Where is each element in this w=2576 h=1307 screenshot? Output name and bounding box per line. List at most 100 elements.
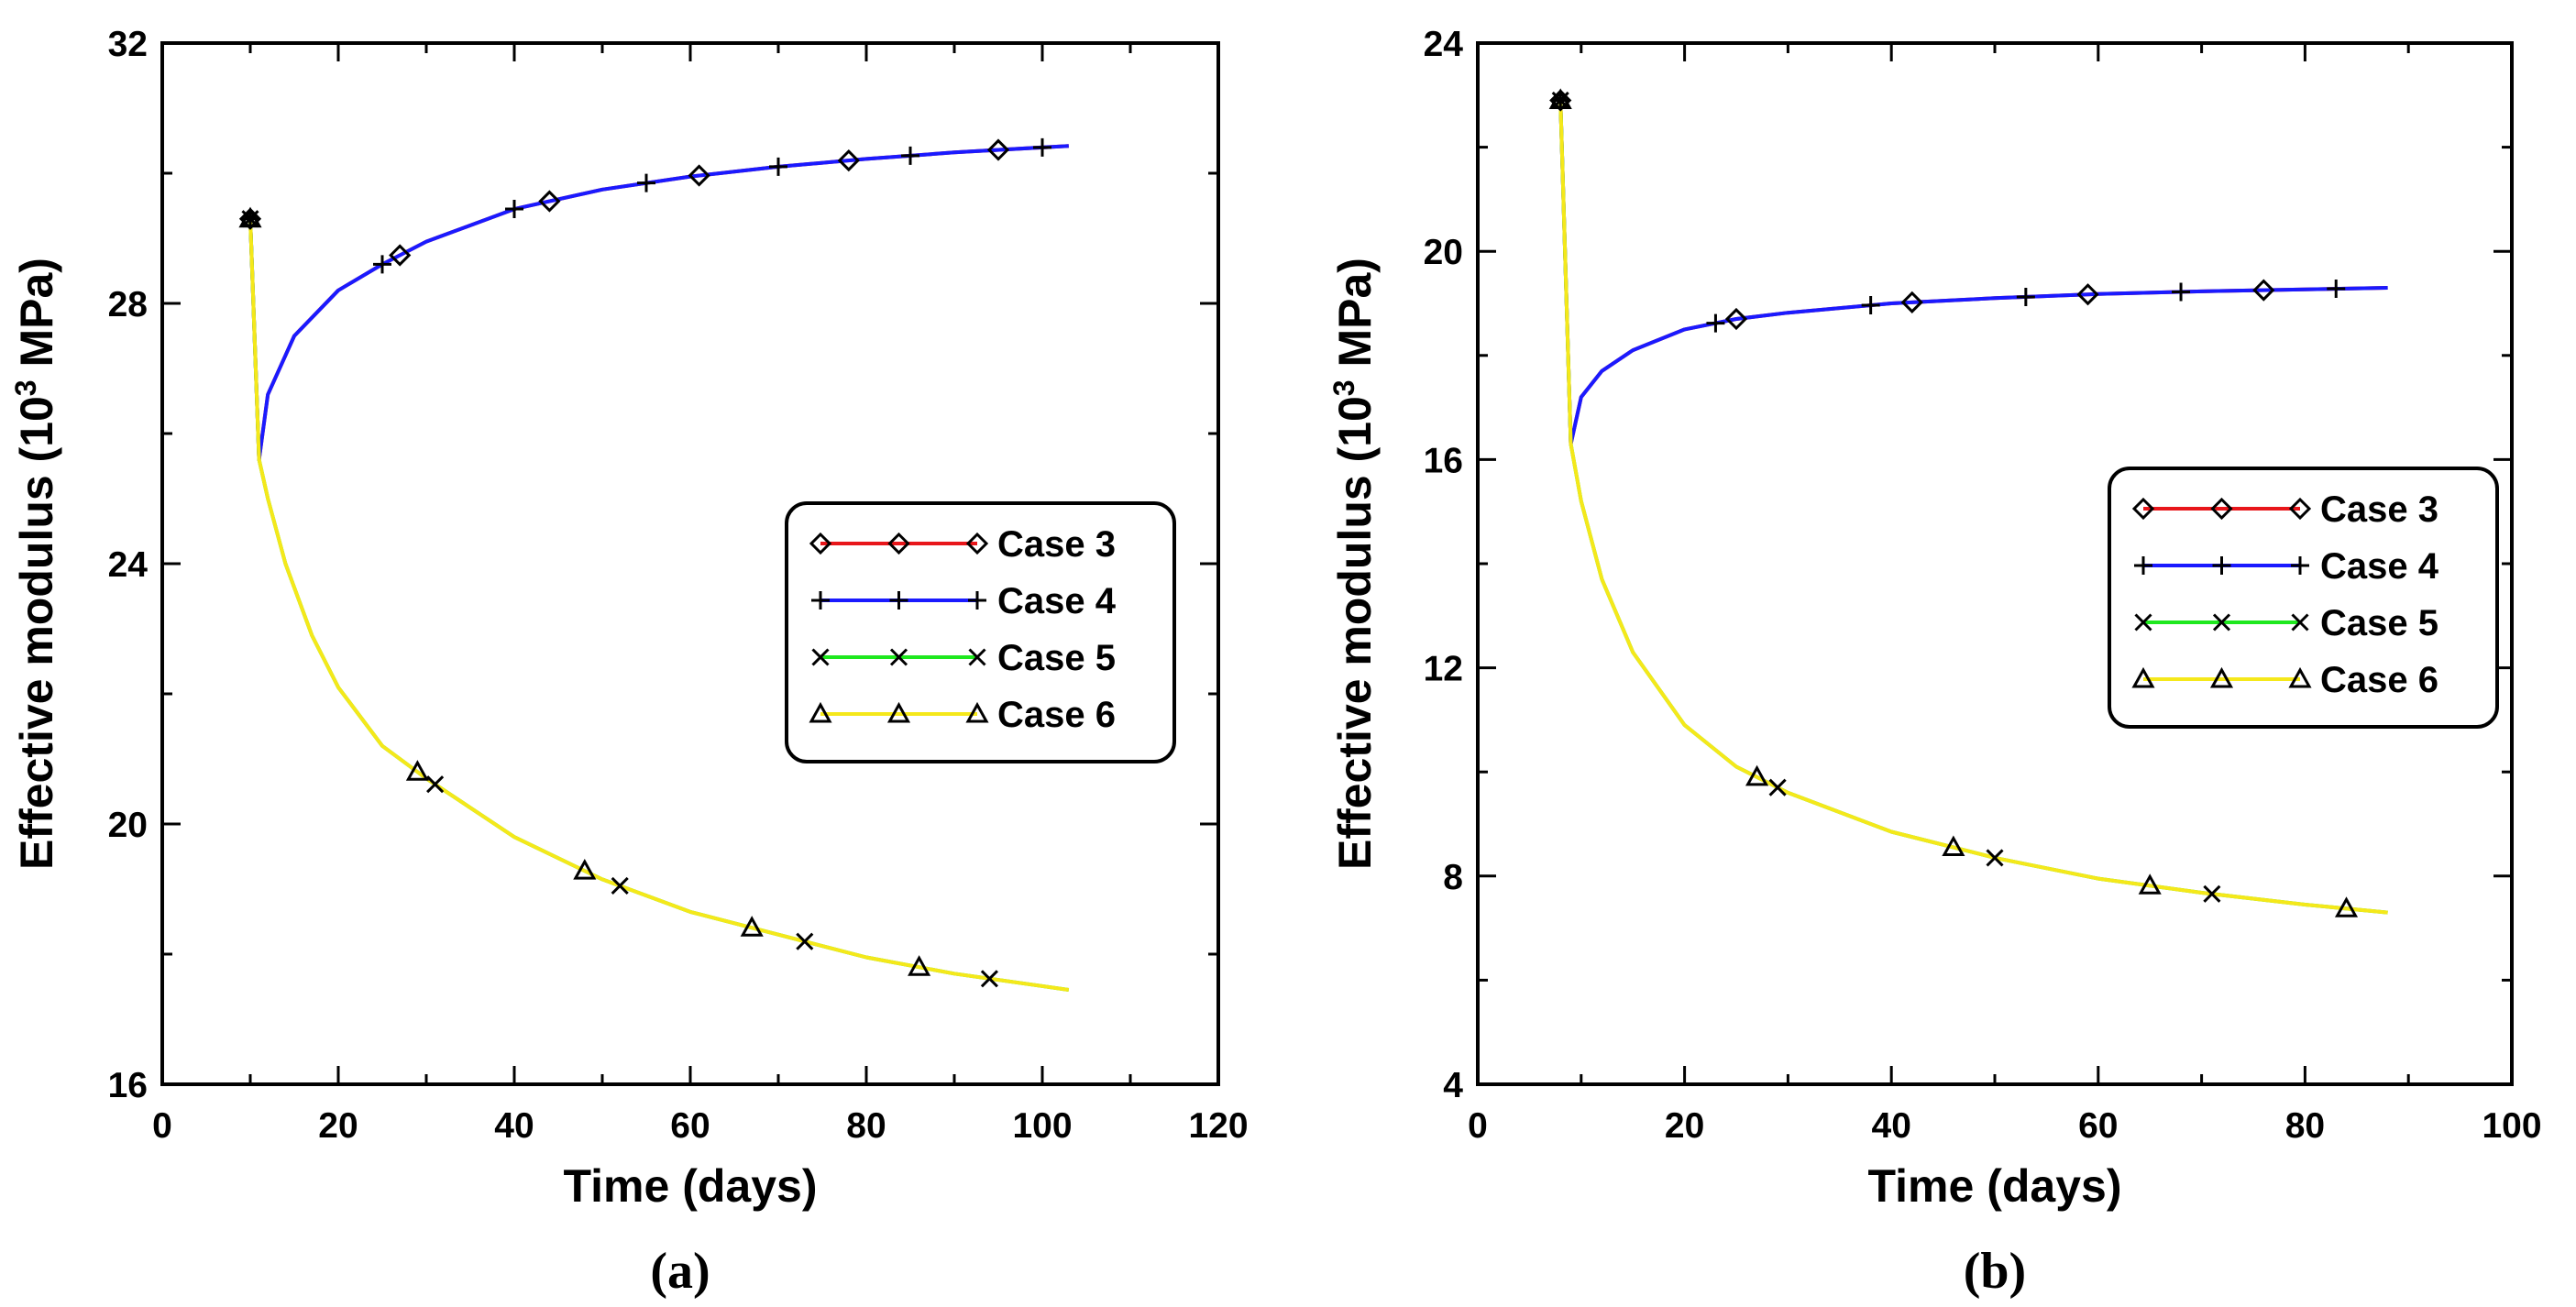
legend-box	[2108, 467, 2499, 729]
data-point-case-4	[2016, 287, 2035, 306]
legend-marker-case-5	[889, 648, 908, 666]
series-line-case-3	[1558, 100, 2388, 446]
data-point-case-5	[1768, 778, 1787, 796]
y-tick-label: 4	[1443, 1066, 1463, 1105]
data-point-case-3	[389, 244, 412, 267]
data-point-case-6	[573, 859, 597, 880]
x-tick-label: 0	[1468, 1106, 1488, 1146]
x-tick-label: 60	[670, 1106, 710, 1146]
x-tick-label: 60	[2078, 1106, 2118, 1146]
y-tick-label: 8	[1443, 858, 1463, 897]
x-axis-title: Time (days)	[1868, 1160, 2122, 1212]
data-point-case-5	[796, 932, 814, 950]
data-point-case-5	[241, 210, 259, 228]
data-point-case-5	[980, 970, 998, 988]
legend-marker-case-6	[965, 701, 989, 723]
legend: Case 3 Case 4 Case 5 Case 6	[2108, 467, 2499, 729]
legend-label-case-6: Case 6	[997, 695, 1116, 735]
chart-panel-b: 0 20 40 60 80 100 4 8 12 16 20 24 Time (days) Effecti…	[1327, 25, 2542, 1300]
x-tick-label: 100	[2482, 1106, 2541, 1146]
legend-label-case-5: Case 5	[997, 638, 1116, 678]
legend-marker-case-6	[2209, 666, 2234, 688]
data-point-case-4	[637, 173, 655, 192]
legend-label-case-4: Case 4	[997, 581, 1117, 621]
legend-marker-case-3	[2288, 497, 2312, 521]
legend-marker-case-4	[2291, 556, 2309, 575]
data-point-case-5	[1986, 849, 2004, 867]
y-tick-label: 28	[108, 285, 148, 324]
legend-label-case-6: Case 6	[2320, 660, 2438, 700]
legend-marker-case-5	[2134, 613, 2152, 632]
legend-marker-case-3	[887, 532, 910, 555]
data-point-case-3	[837, 148, 860, 172]
legend-label-case-4: Case 4	[2320, 546, 2439, 587]
legend-marker-case-5	[968, 648, 986, 666]
x-tick-label: 0	[152, 1106, 172, 1146]
data-point-case-6	[1548, 88, 1572, 109]
data-point-case-3	[538, 190, 561, 213]
data-point-case-3	[2076, 283, 2099, 306]
data-point-case-5	[1551, 91, 1569, 110]
legend-marker-case-3	[965, 532, 989, 555]
x-tick-label: 120	[1188, 1106, 1248, 1146]
data-point-case-4	[373, 255, 391, 274]
y-tick-label: 24	[1424, 25, 1464, 64]
series-line-case-4	[1558, 100, 2388, 446]
legend-label-case-5: Case 5	[2320, 603, 2438, 643]
legend-marker-case-5	[2291, 613, 2309, 632]
chart-panel-a: 0 20 40 60 80 100 120 16 20 24 28 32 Time (days) Effe…	[9, 25, 1249, 1300]
data-point-case-6	[238, 206, 262, 228]
legend-marker-case-5	[2212, 613, 2231, 632]
series-line-case-3	[248, 144, 1069, 462]
data-point-case-6	[740, 916, 764, 937]
data-point-case-3	[1900, 291, 1923, 313]
data-point-case-4	[1861, 296, 1880, 315]
y-tick-label: 20	[108, 806, 148, 845]
legend-marker-case-3	[2210, 497, 2233, 521]
x-tick-label: 40	[1872, 1106, 1911, 1146]
y-tick-label: 32	[108, 25, 148, 64]
x-tick-label: 40	[494, 1106, 534, 1146]
x-axis-title: Time (days)	[564, 1160, 818, 1212]
data-point-case-4	[2327, 280, 2346, 299]
legend-marker-case-6	[2288, 666, 2312, 688]
legend-marker-case-4	[968, 591, 986, 610]
legend-marker-case-4	[811, 591, 830, 610]
legend-marker-case-3	[809, 532, 832, 555]
legend-marker-case-5	[811, 648, 830, 666]
y-axis-title: Effective modulus (103 MPa)	[9, 258, 62, 870]
data-point-case-6	[1745, 764, 1769, 786]
data-point-case-6	[405, 760, 429, 781]
legend-label-case-3: Case 3	[997, 524, 1116, 565]
data-point-case-4	[901, 146, 919, 165]
legend-marker-case-4	[2134, 556, 2152, 575]
legend-marker-case-4	[2212, 556, 2231, 575]
data-point-case-3	[986, 138, 1010, 161]
legend-marker-case-4	[889, 591, 908, 610]
data-point-case-5	[611, 876, 629, 895]
panel-label: (a)	[650, 1243, 710, 1300]
x-tick-label: 80	[846, 1106, 886, 1146]
data-point-case-6	[2138, 873, 2162, 895]
data-point-case-5	[2203, 884, 2221, 903]
legend-marker-case-3	[2131, 497, 2155, 521]
y-tick-label: 20	[1424, 233, 1463, 272]
y-tick-label: 24	[108, 545, 149, 585]
data-point-case-6	[908, 955, 931, 976]
x-tick-label: 100	[1012, 1106, 1072, 1146]
data-point-case-4	[2172, 282, 2191, 302]
data-point-case-4	[769, 157, 787, 176]
x-tick-label: 20	[1665, 1106, 1704, 1146]
data-point-case-4	[1033, 137, 1051, 157]
panel-label: (b)	[1964, 1243, 2026, 1300]
legend-box	[785, 501, 1176, 763]
data-point-case-3	[688, 164, 710, 187]
data-point-case-6	[1942, 835, 1965, 857]
y-tick-label: 12	[1424, 650, 1463, 689]
data-point-case-6	[2334, 896, 2359, 917]
y-tick-label: 16	[1424, 441, 1463, 480]
data-point-case-3	[1724, 307, 1748, 331]
legend-marker-case-6	[809, 701, 832, 723]
data-point-case-4	[1706, 313, 1725, 333]
